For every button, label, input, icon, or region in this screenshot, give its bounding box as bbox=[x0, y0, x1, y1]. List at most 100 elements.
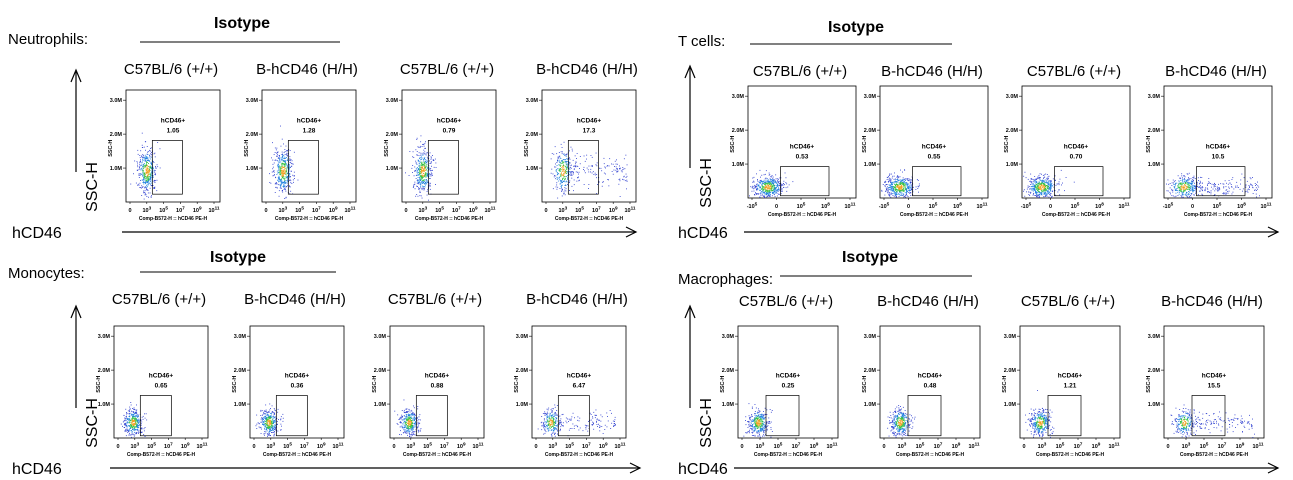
event-cloud bbox=[881, 169, 920, 198]
event-cloud bbox=[1023, 169, 1075, 198]
gate-rectangle bbox=[912, 166, 962, 197]
plot-frame bbox=[879, 325, 981, 439]
gate-percent: 6.47 bbox=[573, 382, 586, 389]
plot-y-label: SSC-H bbox=[244, 140, 250, 157]
x-tick-label: 0 bbox=[907, 204, 910, 210]
plot-y-label: SSC-H bbox=[862, 376, 868, 393]
x-tick-label: 109 bbox=[1092, 441, 1101, 450]
gate-percent: 17.3 bbox=[583, 127, 596, 134]
x-tick-label: 0 bbox=[1191, 204, 1194, 210]
gate-percent: 10.5 bbox=[1212, 154, 1225, 161]
dot-plot: B-hCD46 (H/H) 1.0M 2.0M 3.0M SSC-H -105 0 105 10… bbox=[862, 63, 989, 218]
plot-y-label: SSC-H bbox=[514, 376, 520, 393]
gate-rectangle bbox=[1054, 166, 1104, 197]
y-tick-label: 3.0M bbox=[386, 98, 399, 104]
x-tick-label: 1011 bbox=[968, 441, 979, 450]
x-tick-label: 109 bbox=[599, 441, 608, 450]
dot-plot: C57BL/6 (+/+) 1.0M 2.0M 3.0M SSC-H -105 0 105 10… bbox=[1004, 63, 1131, 218]
y-tick-label: 3.0M bbox=[1004, 334, 1017, 340]
x-tick-label: 105 bbox=[423, 441, 432, 450]
column-title: C57BL/6 (+/+) bbox=[1027, 63, 1121, 80]
x-tick-label: 103 bbox=[898, 441, 907, 450]
x-tick-label: 108 bbox=[1237, 201, 1246, 210]
y-tick-label: 3.0M bbox=[732, 94, 745, 100]
panel-t-cells: T cells: Isotype SSC-H hCD46 C57BL/6 (+/+) 1.… bbox=[678, 19, 1280, 242]
dot-plot: B-hCD46 (H/H) 1.0M 2.0M 3.0M SSC-H 0 103 105 107… bbox=[862, 293, 981, 458]
plot-y-label: SSC-H bbox=[720, 376, 726, 393]
plot-y-label: SSC-H bbox=[1002, 376, 1008, 393]
gate-percent: 0.70 bbox=[1070, 154, 1083, 161]
y-tick-label: 2.0M bbox=[526, 132, 539, 138]
x-tick-label: 107 bbox=[582, 441, 591, 450]
y-tick-label: 2.0M bbox=[722, 368, 735, 374]
gate-rectangle bbox=[427, 140, 459, 195]
x-tick-label: 105 bbox=[929, 201, 938, 210]
gate-rectangle bbox=[275, 395, 308, 437]
event-cloud bbox=[394, 399, 422, 438]
x-tick-label: 0 bbox=[1049, 204, 1052, 210]
x-tick-label: 107 bbox=[792, 441, 801, 450]
gate-rectangle bbox=[287, 140, 319, 195]
y-tick-label: 1.0M bbox=[516, 402, 529, 408]
x-tick-label: 1011 bbox=[1260, 201, 1271, 210]
isotype-label: Isotype bbox=[828, 19, 884, 36]
y-tick-label: 3.0M bbox=[516, 334, 529, 340]
panel-neutrophils: Neutrophils: Isotype SSC-H hCD46 C57BL/6 (+/… bbox=[8, 15, 638, 242]
y-tick-label: 2.0M bbox=[1004, 368, 1017, 374]
x-tick-label: 109 bbox=[810, 441, 819, 450]
x-tick-label: 0 bbox=[740, 444, 743, 450]
y-axis-arrowhead bbox=[684, 64, 696, 79]
x-tick-label: 105 bbox=[295, 205, 304, 214]
x-tick-label: 0 bbox=[116, 444, 119, 450]
y-tick-label: 1.0M bbox=[864, 402, 877, 408]
x-axis-arrowhead bbox=[629, 462, 642, 474]
event-cloud bbox=[550, 141, 628, 199]
gate-rectangle bbox=[1196, 166, 1246, 197]
x-tick-label: 107 bbox=[934, 441, 943, 450]
x-tick-label: 109 bbox=[329, 205, 338, 214]
x-tick-label: 103 bbox=[266, 441, 275, 450]
x-tick-label: 107 bbox=[164, 441, 173, 450]
gate-rectangle bbox=[907, 395, 942, 437]
gate-label: hCD46+ bbox=[149, 372, 174, 379]
plot-y-label: SSC-H bbox=[730, 136, 736, 153]
x-tick-label: 109 bbox=[609, 205, 618, 214]
x-tick-label: 105 bbox=[283, 441, 292, 450]
event-cloud bbox=[120, 402, 148, 438]
plot-x-label: Comp-B572-H :: hCD46 PE-H bbox=[900, 212, 969, 218]
cell-type-label: Macrophages: bbox=[678, 271, 773, 288]
x-tick-label: 1011 bbox=[826, 441, 837, 450]
column-title: C57BL/6 (+/+) bbox=[400, 61, 494, 78]
gate-label: hCD46+ bbox=[437, 117, 462, 124]
plot-x-label: Comp-B572-H :: hCD46 PE-H bbox=[263, 452, 332, 458]
dot-plot: B-hCD46 (H/H) 1.0M 2.0M 3.0M SSC-H 0 103 105 107… bbox=[232, 291, 346, 458]
x-tick-label: 109 bbox=[469, 205, 478, 214]
y-tick-label: 2.0M bbox=[864, 368, 877, 374]
x-tick-label: 1011 bbox=[472, 441, 483, 450]
event-cloud bbox=[743, 403, 773, 438]
x-tick-label: 0 bbox=[534, 444, 537, 450]
gate-rectangle bbox=[780, 166, 830, 197]
gate-label: hCD46+ bbox=[297, 117, 322, 124]
x-tick-label: 1011 bbox=[332, 441, 343, 450]
y-tick-label: 3.0M bbox=[246, 98, 259, 104]
y-tick-label: 3.0M bbox=[98, 334, 111, 340]
event-cloud bbox=[1166, 172, 1260, 198]
gate-label: hCD46+ bbox=[161, 117, 186, 124]
x-axis-label: hCD46 bbox=[678, 461, 728, 478]
plot-x-label: Comp-B572-H :: hCD46 PE-H bbox=[545, 452, 614, 458]
gate-rectangle bbox=[151, 140, 183, 195]
x-tick-label: 0 bbox=[1166, 444, 1169, 450]
plot-x-label: Comp-B572-H :: hCD46 PE-H bbox=[1036, 452, 1105, 458]
gate-label: hCD46+ bbox=[918, 372, 943, 379]
x-tick-label: 1011 bbox=[196, 441, 207, 450]
y-tick-label: 2.0M bbox=[386, 132, 399, 138]
x-tick-label: 105 bbox=[1056, 441, 1065, 450]
y-axis-label: SSC-H bbox=[84, 398, 101, 448]
x-tick-label: 1011 bbox=[844, 201, 855, 210]
dot-plot: C57BL/6 (+/+) 1.0M 2.0M 3.0M SSC-H 0 103 105 107… bbox=[372, 291, 485, 458]
x-tick-label: 107 bbox=[592, 205, 601, 214]
plot-x-label: Comp-B572-H :: hCD46 PE-H bbox=[1184, 212, 1253, 218]
x-axis-arrowhead bbox=[1267, 462, 1280, 474]
column-title: B-hCD46 (H/H) bbox=[244, 291, 346, 308]
